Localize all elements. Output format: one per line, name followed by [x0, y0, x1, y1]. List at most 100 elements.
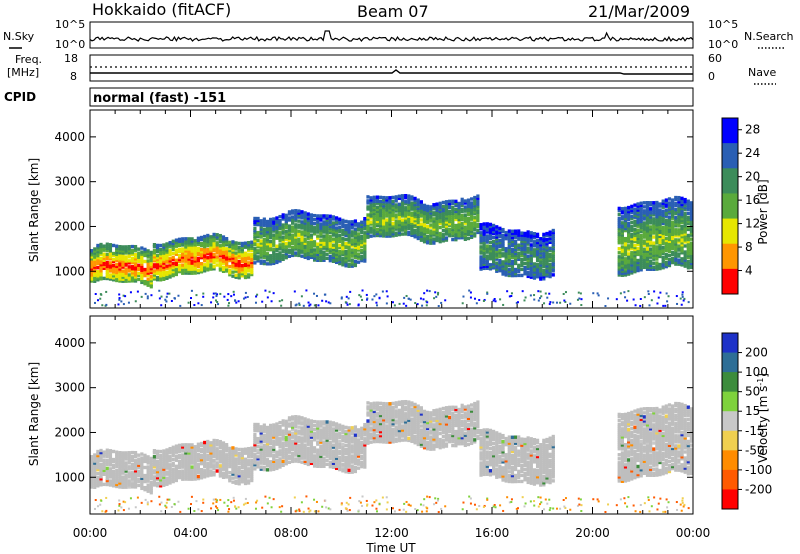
power-cell — [498, 266, 502, 271]
power-cell — [319, 216, 323, 220]
velocity-cell — [221, 473, 226, 477]
power-cell — [495, 257, 499, 261]
velocity-cell — [265, 427, 270, 432]
velocity-cell — [306, 456, 310, 461]
power-cell — [118, 273, 122, 277]
power-cell — [488, 236, 493, 241]
power-cell — [353, 261, 358, 266]
power-cell — [521, 290, 524, 293]
power-cell — [495, 247, 499, 251]
power-cell — [115, 248, 119, 252]
velocity-cell — [294, 451, 298, 455]
velocity-cell — [184, 449, 188, 453]
power-cell — [149, 254, 153, 259]
power-cell — [316, 242, 320, 246]
power-cell — [363, 227, 367, 231]
power-cell — [661, 201, 665, 205]
power-cell — [281, 227, 285, 231]
power-cell — [309, 215, 314, 219]
velocity-cell — [275, 426, 279, 430]
velocity-cell — [187, 463, 191, 467]
power-cell — [636, 224, 640, 228]
power-cell — [419, 228, 423, 232]
power-cell — [636, 242, 640, 247]
power-cell — [548, 248, 552, 253]
power-cell — [234, 269, 238, 273]
power-cell — [460, 213, 464, 218]
velocity-cell — [262, 455, 266, 460]
power-cell — [331, 237, 336, 241]
power-cell — [539, 247, 543, 251]
power-cell — [133, 273, 138, 277]
power-cell — [144, 292, 147, 295]
power-cell — [243, 253, 248, 257]
power-cell — [247, 255, 251, 259]
power-cell — [652, 213, 656, 217]
power-cell — [661, 251, 665, 256]
velocity-cell — [102, 458, 106, 462]
power-cell — [344, 245, 348, 250]
velocity-cell — [105, 476, 109, 481]
velocity-cell — [105, 472, 109, 477]
power-cell — [322, 254, 326, 258]
power-cell — [265, 231, 270, 236]
power-cell — [473, 205, 477, 210]
power-cell — [639, 229, 643, 234]
power-cell — [300, 212, 304, 216]
velocity-cell — [115, 478, 119, 483]
power-cell — [623, 238, 628, 243]
velocity-cell — [115, 454, 119, 458]
power-cell — [636, 236, 640, 241]
velocity-cell — [143, 453, 147, 458]
power-cell — [152, 259, 157, 263]
velocity-cell — [155, 465, 160, 470]
power-cell — [435, 226, 439, 231]
power-cell — [363, 239, 367, 243]
power-cell — [96, 276, 100, 280]
power-cell — [372, 197, 376, 202]
colorbar-tick-label: 12 — [745, 217, 760, 231]
power-cell — [193, 255, 197, 259]
power-cell — [275, 248, 279, 252]
power-cell — [382, 201, 386, 206]
power-cell — [272, 233, 276, 237]
power-cell — [190, 237, 194, 241]
power-cell — [620, 237, 624, 241]
power-cell — [353, 255, 358, 260]
power-cell — [284, 217, 288, 222]
power-cell — [667, 215, 672, 219]
power-cell — [482, 260, 486, 265]
velocity-cell — [281, 429, 285, 433]
power-cell — [325, 228, 329, 232]
power-cell — [523, 233, 527, 238]
power-cell — [686, 259, 690, 264]
power-cell — [187, 245, 191, 249]
power-cell — [115, 278, 119, 283]
power-cell — [438, 225, 442, 230]
power-cell — [375, 217, 379, 222]
power-cell — [340, 296, 343, 299]
power-cell — [627, 248, 631, 252]
power-cell — [498, 252, 502, 257]
power-cell — [108, 243, 113, 247]
power-cell — [149, 282, 153, 287]
velocity-cell — [300, 450, 304, 454]
velocity-cell — [221, 453, 226, 457]
power-cell — [664, 204, 668, 208]
power-cell — [448, 227, 452, 232]
power-cell — [203, 250, 207, 255]
power-cell — [476, 228, 480, 233]
power-cell — [275, 258, 279, 263]
power-cell — [309, 241, 314, 245]
velocity-cell — [284, 429, 288, 434]
power-cell — [432, 219, 436, 223]
power-cell — [212, 236, 216, 241]
velocity-cell — [228, 454, 232, 459]
power-cell — [457, 209, 461, 214]
velocity-cell — [159, 474, 163, 478]
power-cell — [438, 239, 442, 244]
velocity-cell — [291, 425, 295, 429]
power-cell — [523, 243, 527, 248]
power-cell — [535, 232, 540, 237]
velocity-cell — [140, 460, 144, 464]
